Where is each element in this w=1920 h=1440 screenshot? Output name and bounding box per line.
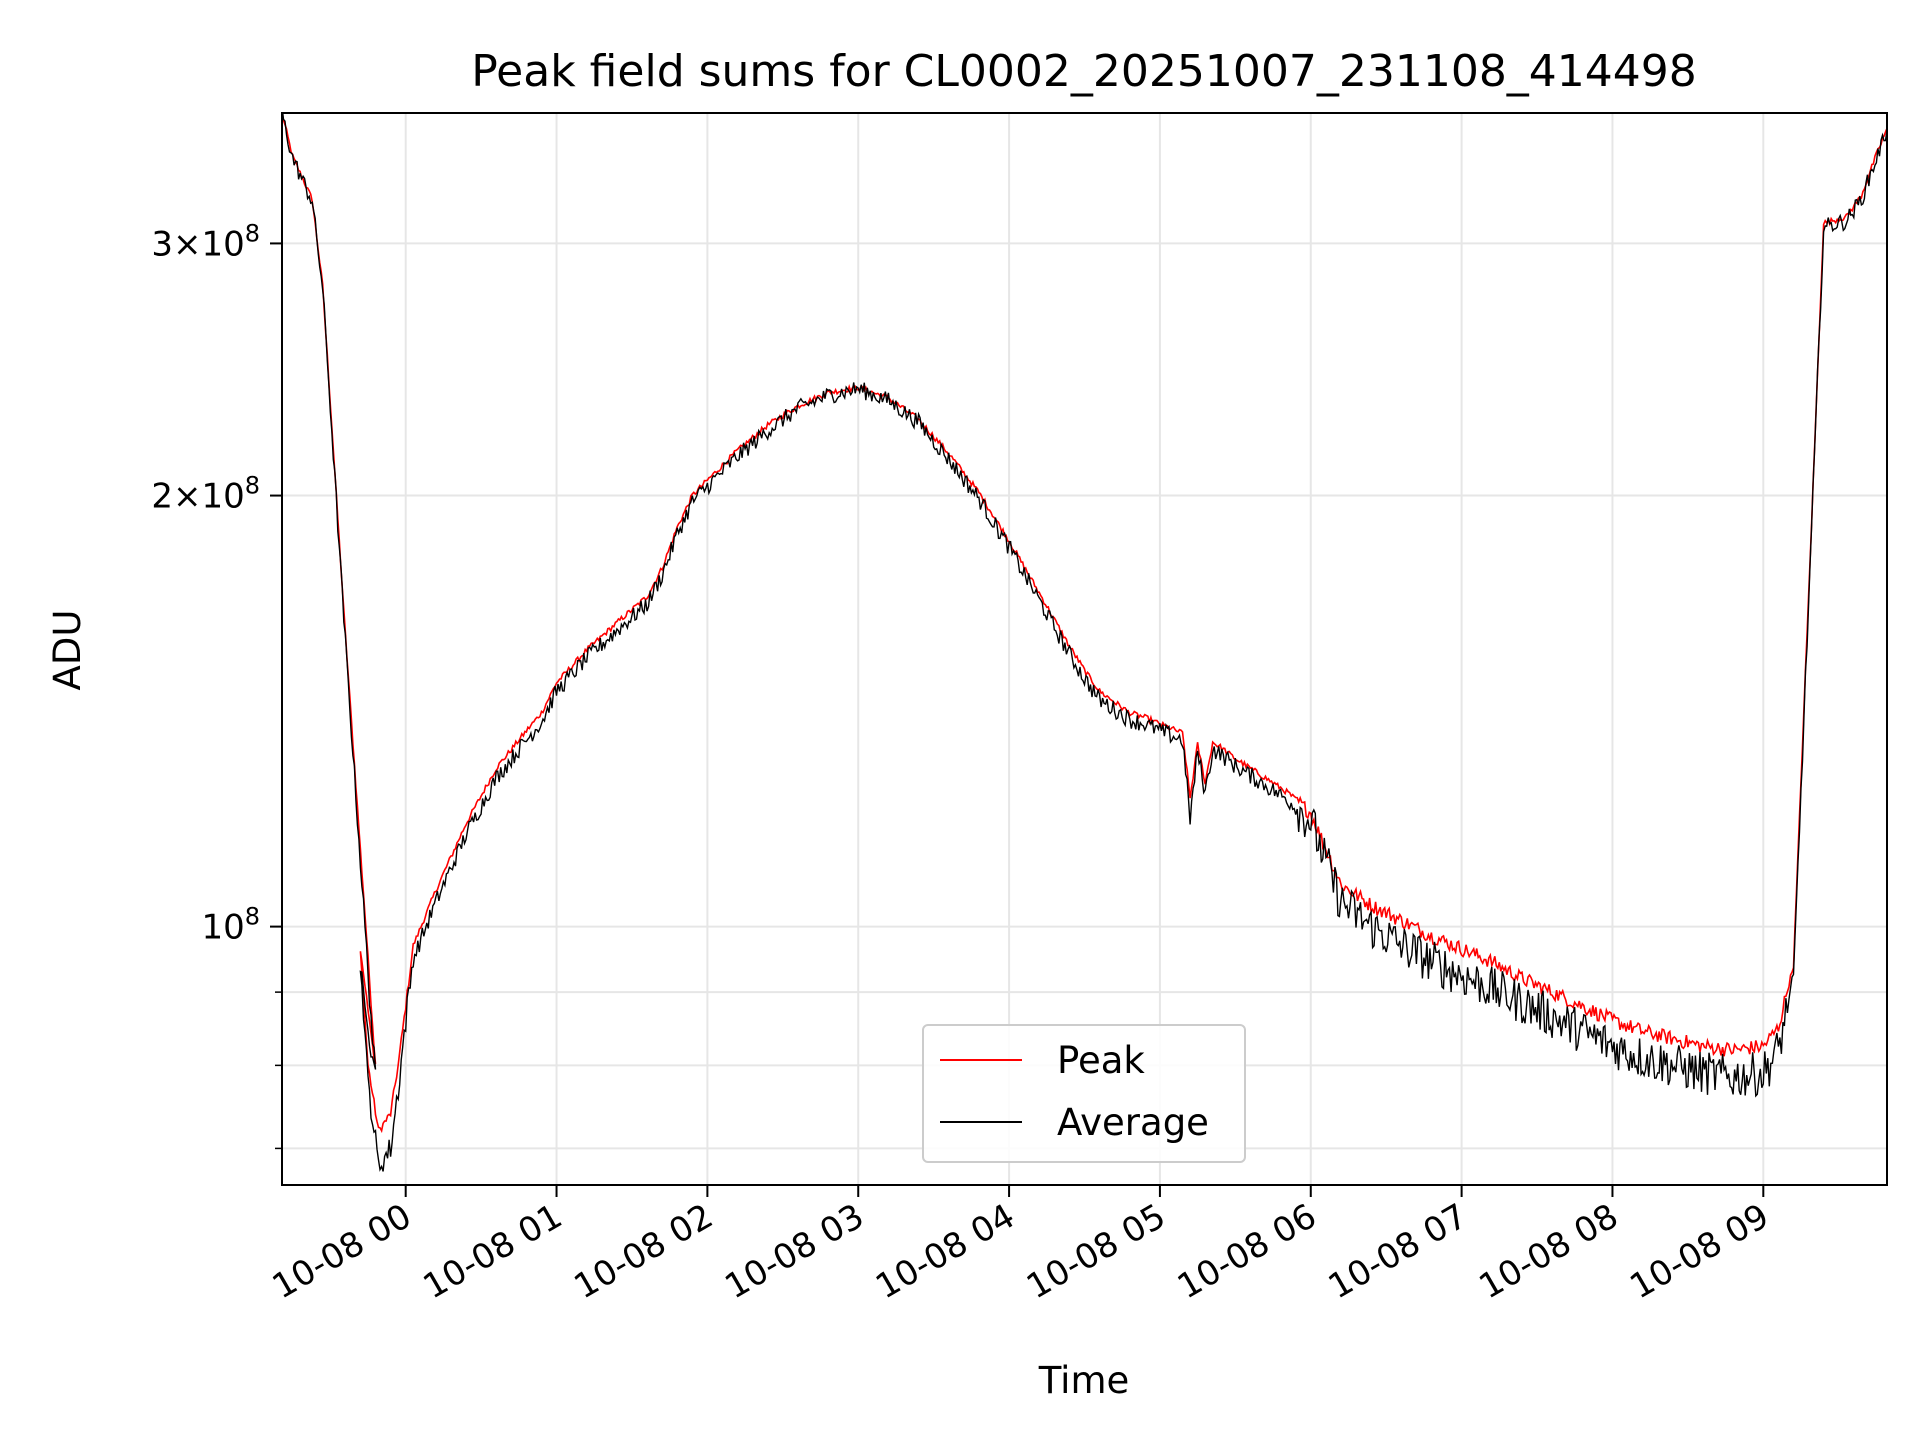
legend-label-peak: Peak — [1057, 1039, 1145, 1082]
y-tick-label: 2×108 — [151, 472, 260, 517]
series-layer — [282, 113, 1887, 1172]
y-axis-label: ADU — [46, 610, 89, 691]
chart-title: Peak field sums for CL0002_20251007_2311… — [471, 46, 1697, 97]
axes-frame — [281, 112, 1888, 1186]
plot-area — [282, 113, 1887, 1172]
legend: Peak Average — [922, 1024, 1246, 1163]
legend-label-average: Average — [1057, 1101, 1209, 1144]
series-line-average — [282, 113, 1887, 1172]
x-axis-label: Time — [1038, 1359, 1130, 1402]
y-tick-label: 3×108 — [151, 219, 260, 264]
y-tick-label: 108 — [201, 903, 260, 948]
